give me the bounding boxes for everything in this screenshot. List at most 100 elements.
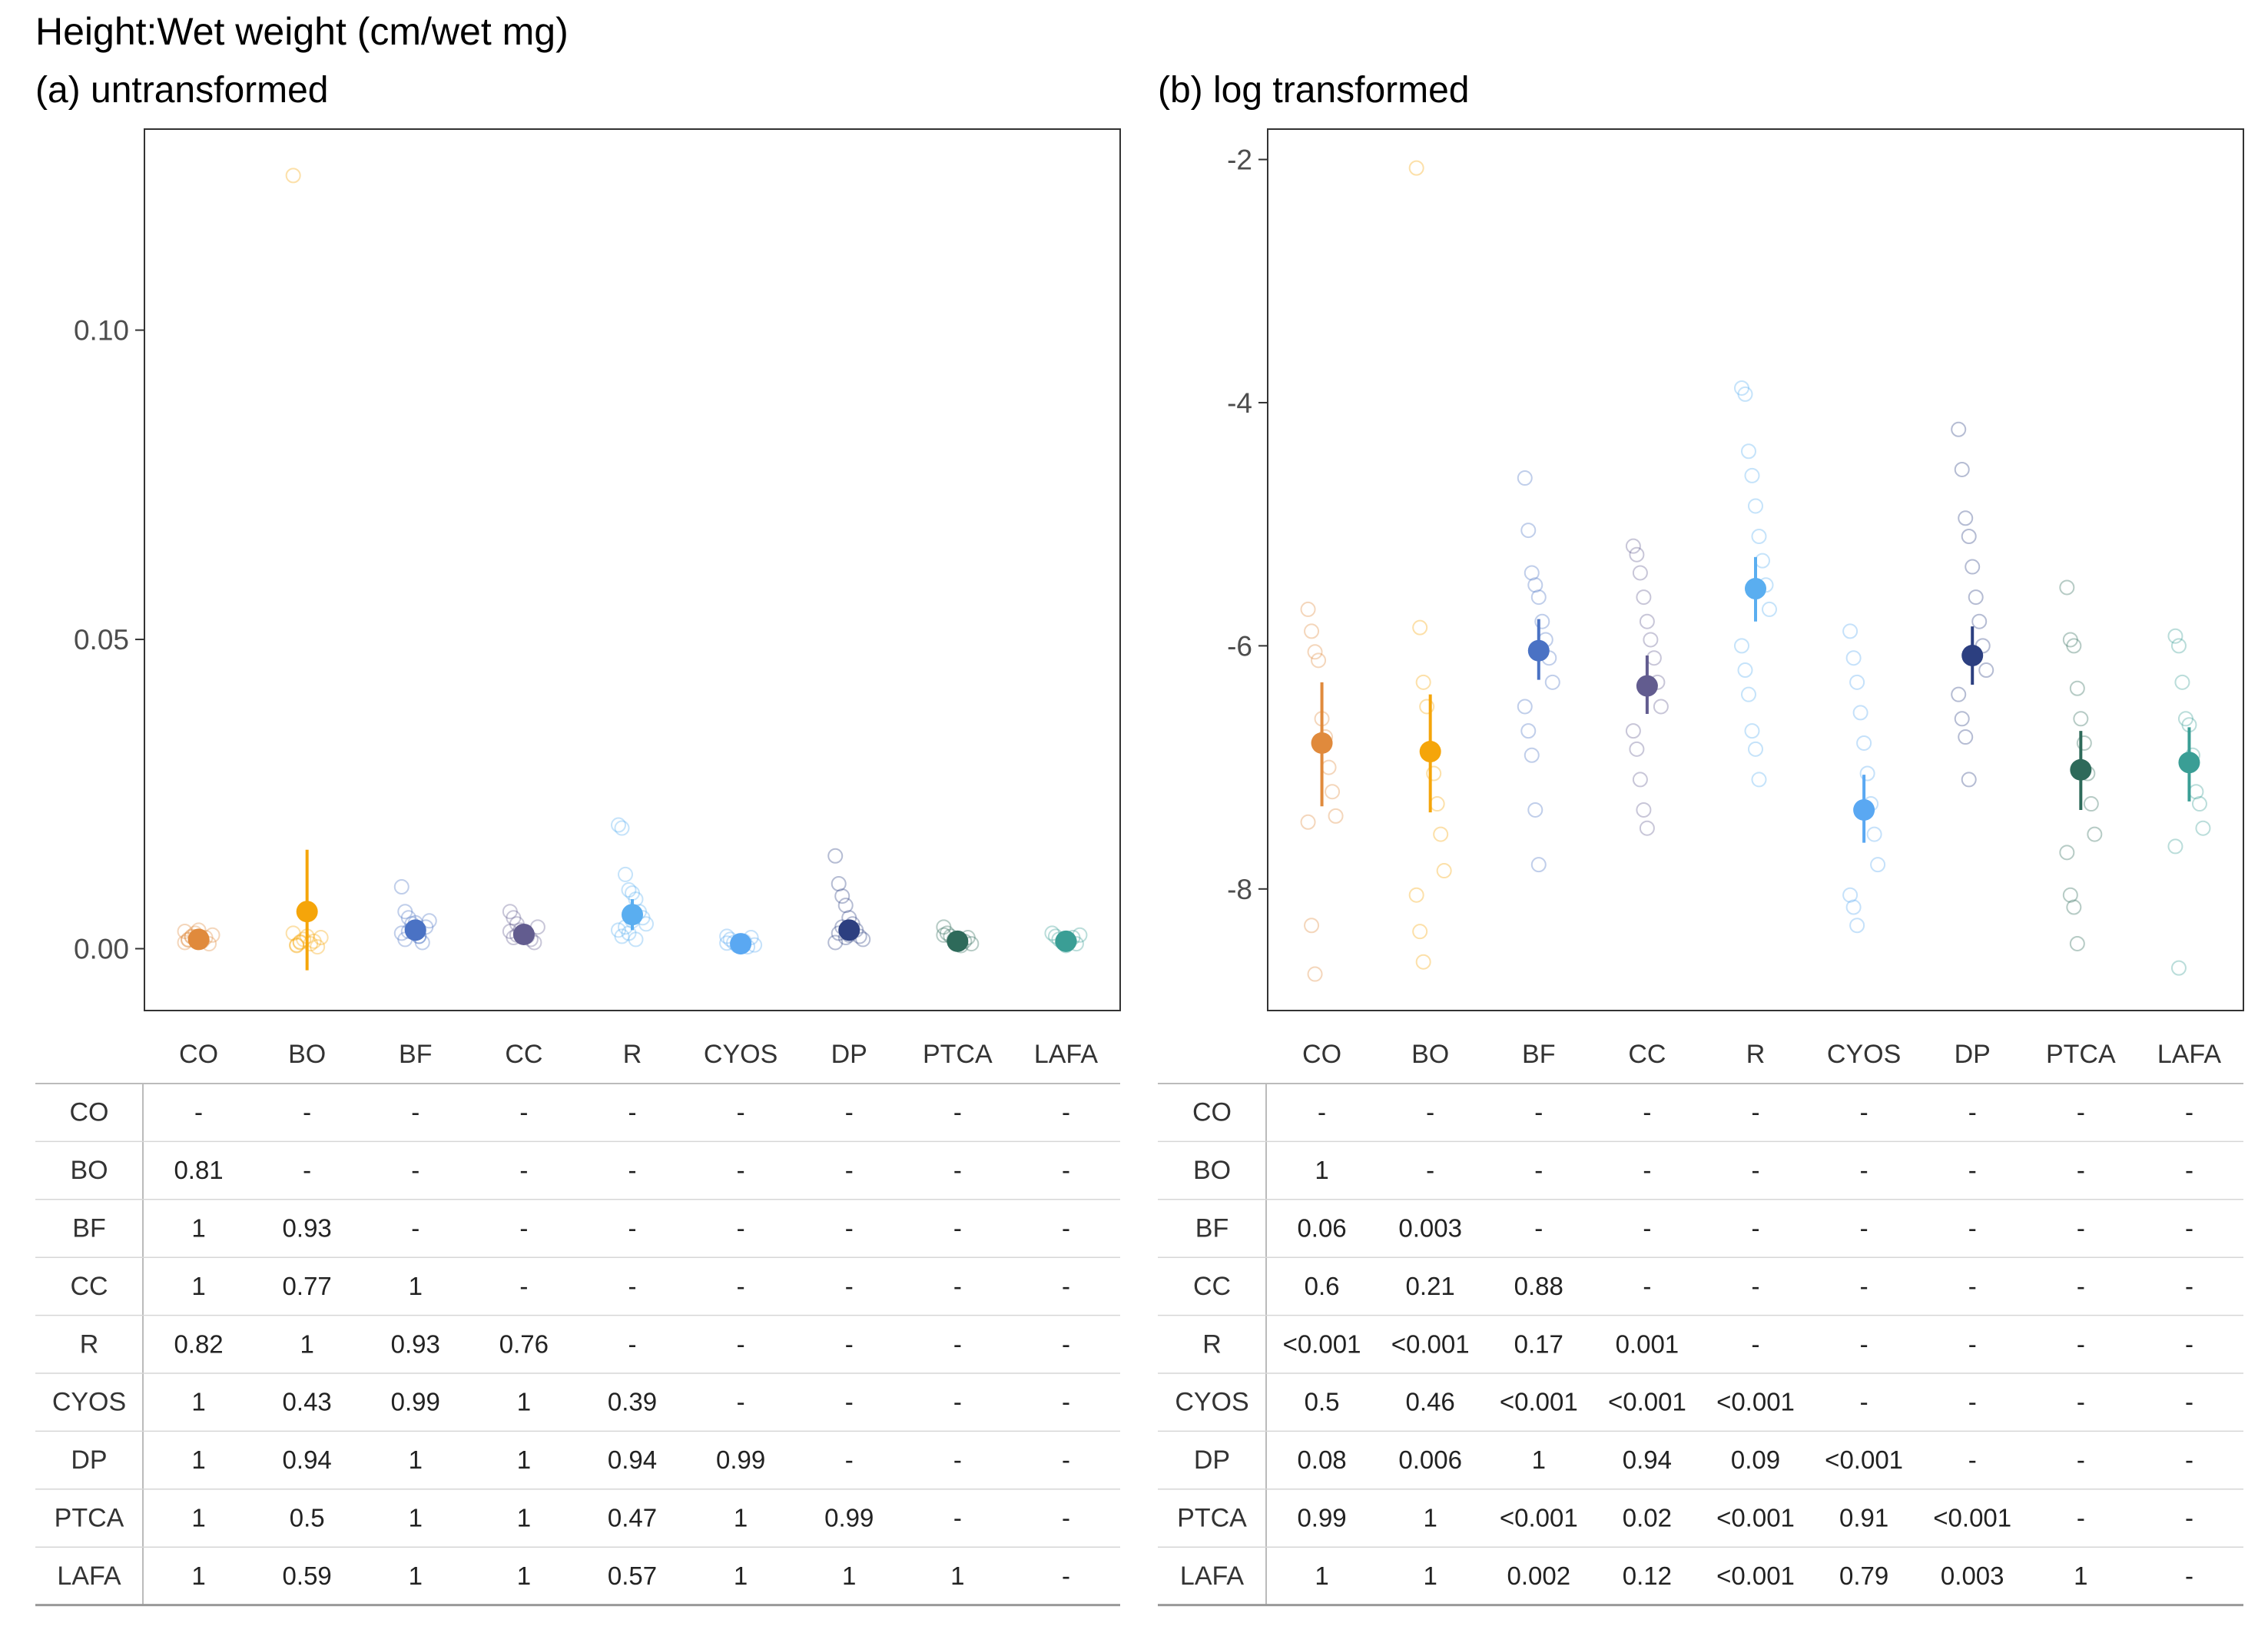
table-cell: - <box>2077 1272 2085 1300</box>
data-point-CC <box>1625 538 1641 554</box>
table-cell: 1 <box>300 1329 313 1358</box>
data-point-R <box>1751 772 1767 788</box>
data-point-BO <box>1415 954 1431 970</box>
data-point-CC <box>1632 772 1648 788</box>
data-point-CC <box>1639 613 1655 629</box>
table-cell: - <box>628 1272 637 1300</box>
table-cell: - <box>2185 1329 2193 1358</box>
table-cell: 1 <box>1315 1156 1328 1184</box>
x-category-label: DP <box>1955 1040 1991 1069</box>
table-cell: - <box>1752 1098 1760 1127</box>
data-point-DP <box>855 931 871 948</box>
table-cell: 1 <box>191 1562 205 1590</box>
table-cell: - <box>519 1272 528 1300</box>
table-cell: 0.99 <box>391 1388 440 1416</box>
table-cell: <0.001 <box>1933 1504 2011 1532</box>
data-point-CC <box>1629 741 1645 757</box>
table-cell: 0.93 <box>283 1214 332 1243</box>
data-point-LAFA <box>2191 796 2207 812</box>
table-cell: <0.001 <box>1716 1504 1795 1532</box>
table-cell: - <box>737 1272 745 1300</box>
data-point-LAFA <box>2170 960 2187 976</box>
table-cell: - <box>953 1445 962 1474</box>
table-cell: 1 <box>409 1504 423 1532</box>
table-cell: 1 <box>409 1445 423 1474</box>
data-point-LAFA <box>2167 838 2183 855</box>
table-cell: - <box>953 1388 962 1416</box>
data-point-CO <box>1311 652 1327 669</box>
table-cell: - <box>2185 1445 2193 1474</box>
table-cell: 0.09 <box>1731 1445 1780 1474</box>
data-point-DP <box>831 875 847 891</box>
table-cell: - <box>1860 1156 1868 1184</box>
data-point-BF <box>1544 674 1560 690</box>
data-point-CO <box>1307 966 1323 982</box>
data-point-BO <box>1419 699 1435 715</box>
data-point-BO <box>289 938 305 954</box>
data-point-CC <box>1629 546 1645 563</box>
x-category-label: CO <box>179 1040 218 1069</box>
table-cell: - <box>1062 1156 1070 1184</box>
table-cell: - <box>1860 1272 1868 1300</box>
table-row-label: R <box>1202 1329 1222 1359</box>
table-cell: 0.17 <box>1514 1329 1563 1358</box>
table-cell: - <box>1062 1098 1070 1127</box>
table-cell: 1 <box>1315 1562 1328 1590</box>
table-cell: 0.002 <box>1507 1562 1570 1590</box>
data-point-BO <box>1415 674 1431 690</box>
data-point-BO <box>1412 924 1428 940</box>
data-point-DP <box>1958 510 1974 526</box>
data-point-CC <box>1643 632 1659 648</box>
mean-point-LAFA <box>2178 752 2200 774</box>
data-point-R <box>1762 601 1777 617</box>
data-point-BO <box>303 936 319 952</box>
table-cell: 0.5 <box>290 1504 325 1532</box>
table-cell: - <box>845 1098 854 1127</box>
mean-point-CO <box>1311 732 1333 754</box>
x-category-label: PTCA <box>2046 1040 2116 1069</box>
data-point-BF <box>1520 523 1537 539</box>
data-point-R <box>621 882 637 898</box>
data-point-BF <box>1534 613 1550 629</box>
table-row-label: R <box>80 1329 99 1359</box>
table-cell: - <box>2185 1504 2193 1532</box>
data-point-PTCA <box>2062 887 2078 903</box>
table-cell: - <box>1752 1156 1760 1184</box>
mean-point-DP <box>1961 645 1984 667</box>
table-cell: <0.001 <box>1825 1445 1903 1474</box>
table-cell: - <box>411 1098 419 1127</box>
data-point-CO <box>1307 644 1323 660</box>
table-cell: - <box>2185 1098 2193 1127</box>
table-row-label: LAFA <box>1180 1562 1244 1591</box>
data-point-DP <box>1951 686 1967 702</box>
table-cell: 0.76 <box>499 1329 549 1358</box>
data-point-DP <box>834 888 850 904</box>
data-point-CC <box>506 910 522 926</box>
table-cell: - <box>628 1214 637 1243</box>
table-cell: 1 <box>191 1214 205 1243</box>
table-cell: - <box>1968 1272 1977 1300</box>
table-row-label: DP <box>71 1445 107 1475</box>
table-cell: 1 <box>517 1562 531 1590</box>
table-cell: - <box>519 1214 528 1243</box>
table-cell: 1 <box>191 1388 205 1416</box>
mean-point-CC <box>1636 675 1658 697</box>
x-category-label: CYOS <box>1827 1040 1901 1069</box>
data-point-CC <box>1636 589 1652 606</box>
x-category-label: BO <box>1411 1040 1449 1069</box>
y-tick-label: -6 <box>1227 630 1252 662</box>
table-cell: 1 <box>1423 1504 1437 1532</box>
data-point-CO <box>1300 601 1316 617</box>
x-category-label: PTCA <box>923 1040 993 1069</box>
table-cell: - <box>845 1388 854 1416</box>
table-cell: - <box>519 1098 528 1127</box>
data-point-R <box>1748 741 1763 757</box>
table-cell: - <box>1968 1445 1977 1474</box>
x-category-label: CC <box>505 1040 542 1069</box>
data-point-R <box>638 916 654 932</box>
table-cell: - <box>2185 1156 2193 1184</box>
table-cell: - <box>1062 1214 1070 1243</box>
table-cell: - <box>1968 1156 1977 1184</box>
data-point-BF <box>1527 802 1544 818</box>
table-cell: 1 <box>517 1445 531 1474</box>
